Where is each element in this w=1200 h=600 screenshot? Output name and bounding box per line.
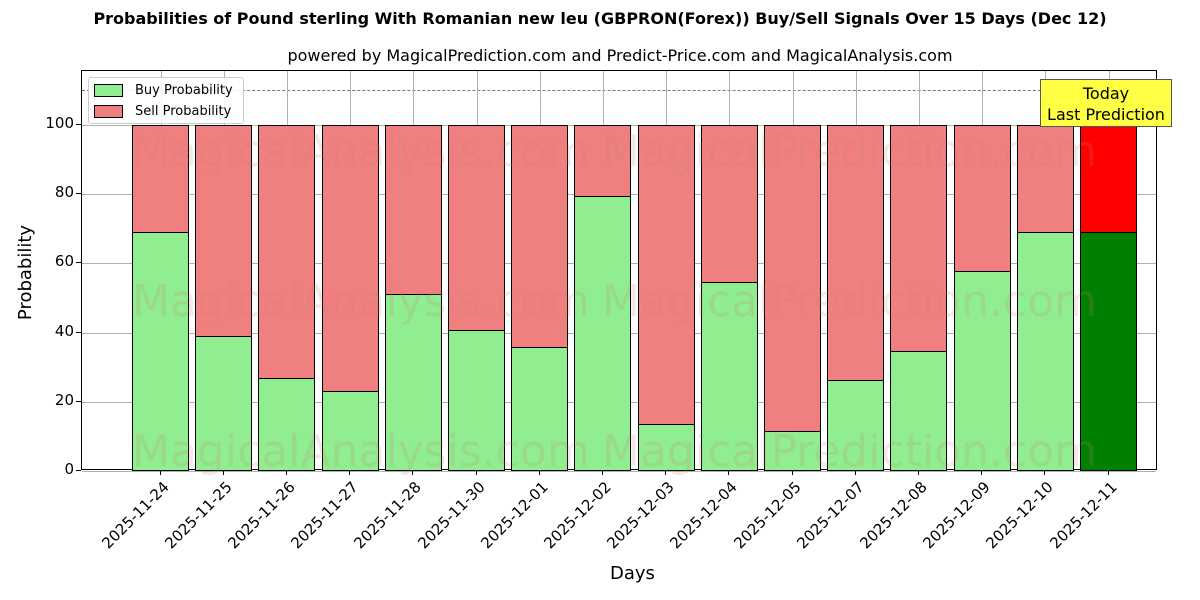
bar-group	[953, 71, 1011, 471]
bar-group	[700, 71, 758, 471]
x-tick-mark	[538, 470, 540, 475]
x-tick-mark	[728, 470, 730, 475]
bar-group	[890, 71, 948, 471]
bar-group	[827, 71, 885, 471]
buy-bar	[890, 350, 948, 471]
sell-bar	[700, 125, 758, 284]
legend-item-sell: Sell Probability	[94, 103, 231, 119]
x-tick-mark	[222, 470, 224, 475]
buy-swatch-icon	[94, 83, 123, 97]
sell-bar	[511, 125, 569, 349]
x-tick-mark	[412, 470, 414, 475]
buy-bar	[132, 231, 189, 471]
sell-bar	[890, 125, 948, 352]
bar-group	[1016, 71, 1074, 471]
y-axis-label: Probability	[15, 224, 37, 321]
x-tick-mark	[1044, 470, 1046, 475]
today-annotation: Today Last Prediction	[1040, 79, 1172, 127]
buy-bar	[448, 329, 505, 471]
sell-bar	[1080, 125, 1137, 233]
y-tick-label: 100	[45, 114, 74, 132]
sell-bar	[258, 125, 316, 379]
gridline-h	[82, 471, 1156, 472]
x-tick-mark	[285, 470, 287, 475]
buy-bar	[700, 282, 758, 471]
x-axis-label: Days	[610, 563, 655, 584]
x-tick-mark	[601, 470, 603, 475]
sell-bar	[384, 125, 442, 295]
sell-bar	[132, 125, 189, 233]
x-tick-mark	[665, 470, 667, 475]
sell-bar	[827, 125, 885, 381]
bar-group	[511, 71, 569, 471]
x-tick-mark	[159, 470, 161, 475]
y-tick-mark	[76, 331, 81, 333]
buy-bar	[384, 293, 442, 471]
x-tick-mark	[917, 470, 919, 475]
bar-group	[195, 71, 253, 471]
bar-group	[448, 71, 505, 471]
y-tick-label: 20	[54, 390, 74, 409]
bar-group	[321, 71, 379, 471]
bar-group	[258, 71, 316, 471]
x-tick-mark	[981, 470, 983, 475]
sell-swatch-icon	[94, 104, 123, 118]
reference-line	[82, 90, 1156, 92]
buy-bar	[258, 377, 316, 471]
bar-group	[764, 71, 821, 471]
buy-bar	[764, 430, 821, 471]
bar-group	[1080, 71, 1137, 471]
sell-bar	[764, 125, 821, 432]
buy-bar	[511, 347, 569, 471]
buy-bar	[953, 271, 1011, 471]
y-tick-mark	[76, 193, 81, 195]
bar-group	[574, 71, 632, 471]
legend-item-buy: Buy Probability	[94, 82, 233, 98]
legend: Buy Probability Sell Probability	[88, 77, 244, 124]
legend-buy-label: Buy Probability	[135, 82, 233, 98]
bar-group	[384, 71, 442, 471]
buy-bar	[637, 423, 695, 471]
x-tick-mark	[791, 470, 793, 475]
sell-bar	[637, 125, 695, 425]
sell-bar	[321, 125, 379, 393]
bar-group	[132, 71, 189, 471]
y-tick-label: 0	[64, 460, 74, 478]
chart-subtitle: powered by MagicalPrediction.com and Pre…	[287, 46, 953, 65]
x-tick-mark	[475, 470, 477, 475]
legend-sell-label: Sell Probability	[135, 103, 232, 119]
buy-bar	[1080, 231, 1137, 471]
y-tick-mark	[76, 470, 81, 471]
buy-bar	[827, 380, 885, 471]
y-tick-mark	[76, 262, 81, 264]
buy-bar	[321, 391, 379, 471]
bar-group	[637, 71, 695, 471]
chart-title: Probabilities of Pound sterling With Rom…	[93, 9, 1107, 28]
sell-bar	[195, 125, 253, 338]
sell-bar	[448, 125, 505, 331]
sell-bar	[953, 125, 1011, 272]
annotation-line2: Last Prediction	[1047, 105, 1165, 124]
buy-bar	[574, 195, 632, 471]
y-tick-mark	[76, 124, 81, 125]
sell-bar	[1016, 125, 1074, 233]
plot-area: MagicalAnalysis.comMagicalPrediction.com…	[81, 70, 1157, 477]
y-tick-label: 60	[54, 252, 74, 271]
y-tick-label: 40	[54, 321, 74, 340]
annotation-line1: Today	[1082, 84, 1130, 103]
x-tick-mark	[1107, 470, 1109, 475]
buy-bar	[195, 336, 253, 471]
y-tick-label: 80	[54, 183, 74, 202]
buy-bar	[1016, 231, 1074, 471]
sell-bar	[574, 125, 632, 197]
x-tick-mark	[854, 470, 856, 475]
x-tick-mark	[349, 470, 351, 475]
y-tick-mark	[76, 400, 81, 402]
